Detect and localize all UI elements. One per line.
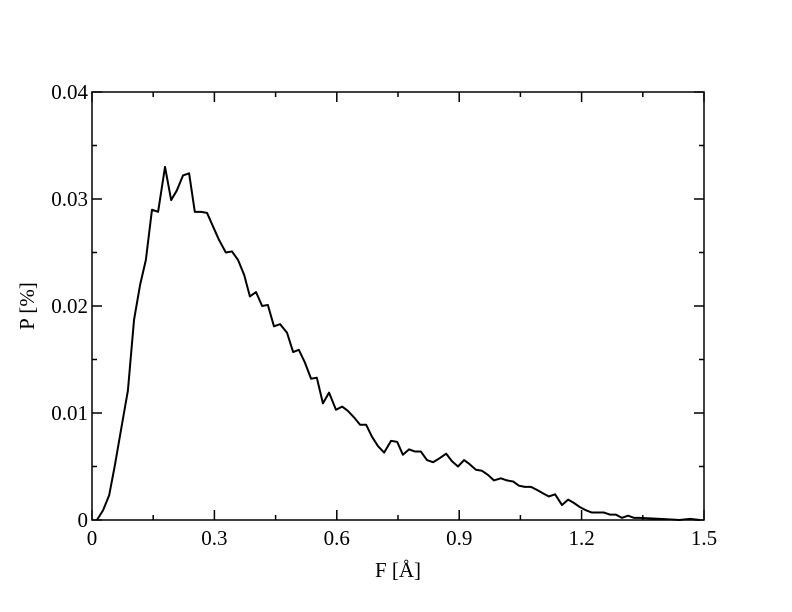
- x-tick-label: 0.3: [201, 526, 227, 550]
- y-tick-label: 0.02: [51, 294, 88, 318]
- x-tick-label: 1.5: [691, 526, 717, 550]
- y-axis-label: P [%]: [15, 282, 39, 330]
- y-tick-label: 0.01: [51, 401, 88, 425]
- y-tick-label: 0.04: [51, 80, 88, 104]
- x-tick-label: 0.6: [324, 526, 350, 550]
- data-line: [96, 165, 701, 521]
- x-tick-label: 0: [87, 526, 98, 550]
- y-tick-label: 0.03: [51, 187, 88, 211]
- y-tick-label: 0: [78, 508, 89, 532]
- x-axis-label: F [Å]: [375, 558, 421, 582]
- x-tick-label: 1.2: [568, 526, 594, 550]
- plot-frame: [91, 91, 705, 521]
- x-tick-label: 0.9: [446, 526, 472, 550]
